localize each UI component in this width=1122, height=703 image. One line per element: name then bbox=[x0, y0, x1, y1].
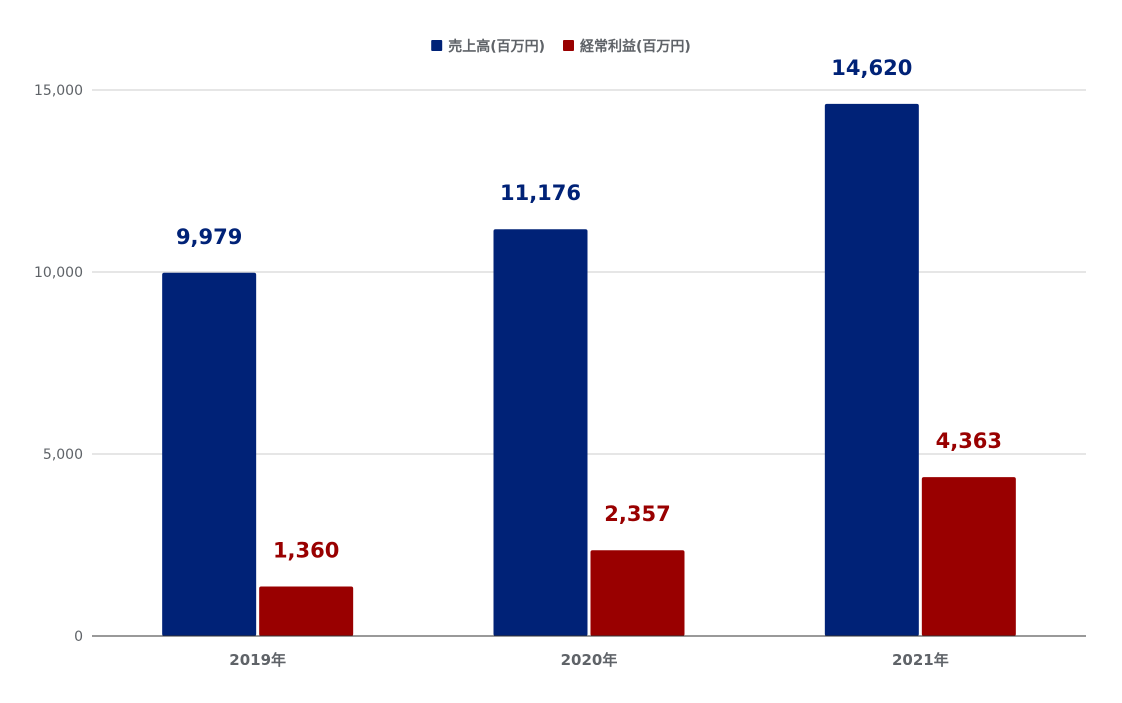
legend-label: 売上高(百万円) bbox=[448, 38, 545, 55]
x-tick-label: 2019年 bbox=[229, 651, 286, 669]
legend: 売上高(百万円) 経常利益(百万円) bbox=[431, 38, 691, 55]
bars-layer bbox=[162, 103, 1016, 636]
x-tick-label: 2021年 bbox=[892, 651, 949, 669]
bar bbox=[493, 229, 588, 636]
y-tick-label: 15,000 bbox=[34, 83, 83, 99]
data-label: 2,357 bbox=[604, 502, 670, 526]
y-tick-label: 0 bbox=[74, 629, 83, 645]
bar bbox=[824, 103, 919, 636]
y-tick-label: 5,000 bbox=[43, 447, 83, 463]
bar bbox=[259, 586, 354, 636]
legend-swatch bbox=[563, 40, 574, 51]
data-label: 14,620 bbox=[831, 56, 912, 80]
legend-swatch bbox=[431, 40, 443, 51]
data-label: 4,363 bbox=[936, 429, 1002, 453]
bar bbox=[162, 272, 257, 636]
labels-layer: 9,979 1,360 11,176 2,357 14,620 4,363 bbox=[176, 56, 1002, 563]
bar bbox=[921, 477, 1016, 636]
axis-layer: 0 5,000 10,000 15,000 2019年 2020年 2021年 bbox=[34, 83, 1086, 669]
bar bbox=[590, 550, 685, 636]
data-label: 11,176 bbox=[500, 181, 581, 205]
data-label: 9,979 bbox=[176, 225, 242, 249]
legend-label: 経常利益(百万円) bbox=[580, 38, 691, 55]
y-tick-label: 10,000 bbox=[34, 265, 83, 281]
x-tick-label: 2020年 bbox=[561, 651, 618, 669]
data-label: 1,360 bbox=[273, 538, 339, 562]
grid-layer bbox=[92, 89, 1086, 455]
